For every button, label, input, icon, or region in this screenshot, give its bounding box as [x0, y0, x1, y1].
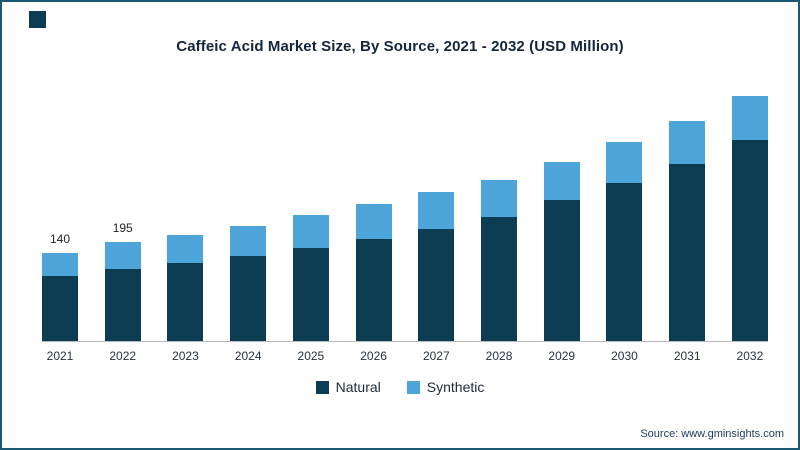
plot-area: 140 195 [42, 79, 768, 342]
legend-item-natural: Natural [315, 379, 381, 395]
bar-2021-natural [42, 276, 78, 341]
bar-2024-synthetic [230, 226, 267, 256]
bar-column-2027 [418, 192, 455, 341]
bar-column-2023 [167, 235, 204, 341]
x-label-2022: 2022 [109, 349, 137, 363]
source-text: Source: www.gminsights.com [640, 428, 784, 440]
x-label-2021: 2021 [46, 349, 74, 363]
legend-item-synthetic: Synthetic [406, 379, 485, 395]
bar-column-2030 [606, 142, 643, 341]
bar-2023-natural [167, 263, 204, 341]
bar-2026-natural [355, 239, 392, 341]
bar-column-2021: 140 [42, 232, 78, 341]
bar-2025-synthetic [292, 215, 329, 248]
bar-2031-natural [669, 164, 706, 341]
x-label-2023: 2023 [172, 349, 199, 363]
bar-2024-natural [230, 256, 267, 341]
x-label-2024: 2024 [234, 349, 262, 363]
legend-label-synthetic: Synthetic [426, 379, 485, 395]
legend-swatch-synthetic-icon [406, 380, 420, 394]
bar-2031-synthetic [669, 121, 706, 164]
bar-2026-synthetic [355, 204, 392, 239]
bar-2025-natural [292, 248, 329, 341]
data-label-2022: 195 [112, 221, 133, 235]
bar-2028-natural [481, 217, 518, 341]
bar-2027-synthetic [418, 192, 455, 229]
bar-2029-synthetic [543, 162, 580, 200]
bar-2032-natural [731, 140, 768, 341]
bar-column-2024 [230, 226, 267, 341]
x-label-2031: 2031 [673, 349, 701, 363]
bar-2030-natural [606, 183, 643, 341]
legend-label-natural: Natural [335, 379, 381, 395]
x-label-2032: 2032 [736, 349, 764, 363]
bar-column-2031 [669, 121, 706, 341]
logo-mark [29, 11, 46, 28]
bar-column-2029 [543, 162, 580, 341]
bar-2029-natural [543, 200, 580, 341]
x-label-2029: 2029 [548, 349, 576, 363]
bar-2032-synthetic [731, 96, 768, 140]
bar-column-2025 [292, 215, 329, 341]
legend-swatch-natural-icon [315, 380, 329, 394]
x-axis-labels: 2021 2022 2023 2024 2025 2026 2027 2028 2029 2030… [42, 342, 768, 363]
x-label-2026: 2026 [360, 349, 387, 363]
bar-column-2026 [355, 204, 392, 341]
bar-2028-synthetic [481, 180, 518, 217]
x-label-2025: 2025 [297, 349, 325, 363]
bar-column-2032 [731, 96, 768, 341]
x-label-2030: 2030 [611, 349, 638, 363]
chart-title: Caffeic Acid Market Size, By Source, 202… [176, 38, 624, 55]
bar-column-2028 [481, 180, 518, 341]
bar-2022-natural [104, 269, 141, 341]
bar-column-2022: 195 [104, 221, 141, 341]
x-label-2027: 2027 [422, 349, 450, 363]
bar-2027-natural [418, 229, 455, 341]
bar-2030-synthetic [606, 142, 643, 183]
bar-2022-synthetic [104, 242, 141, 269]
bar-2021-synthetic [42, 253, 78, 276]
bar-2023-synthetic [167, 235, 204, 263]
data-label-2021: 140 [49, 232, 71, 246]
legend: Natural Synthetic [2, 379, 798, 395]
x-label-2028: 2028 [485, 349, 513, 363]
